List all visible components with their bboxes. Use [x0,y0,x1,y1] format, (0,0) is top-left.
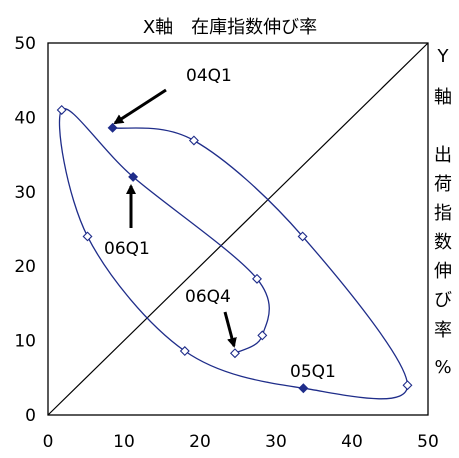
y-axis-label-char: % [434,357,451,378]
y-axis-label-char: 出 [434,145,452,166]
x-tick-labels: 0 10 20 30 40 50 [43,432,439,452]
x-tick-label: 40 [341,432,363,452]
series-line [58,108,409,400]
x-tick-label: 50 [417,432,439,452]
plot-border [47,42,429,416]
data-point-filled [107,122,118,133]
y-axis-label-char: 率 [434,320,452,341]
annotation-label: 05Q1 [290,362,336,382]
annotation-label: 06Q1 [104,239,150,259]
chart-title: X軸 在庫指数伸び率 [143,17,317,38]
data-point [179,346,190,356]
annotation-layer: 04Q1 06Q1 06Q4 05Q1 [104,66,336,382]
y-axis-label-char: 指 [434,203,452,224]
annotation-label: 06Q4 [185,287,231,307]
y-tick-label: 30 [14,183,36,203]
y-tick-label: 40 [14,108,36,128]
data-point [252,273,262,284]
diagonal-line [47,42,429,416]
y-tick-label: 10 [14,332,36,352]
plot-area [47,42,429,416]
annotation-arrow [113,88,167,125]
x-tick-label: 10 [113,432,135,452]
y-axis-label-char: Y [437,46,450,67]
x-tick-label: 20 [189,432,211,452]
x-tick-label: 0 [43,432,54,452]
y-tick-label: 0 [25,406,36,426]
y-axis-label-char: 伸 [434,261,452,282]
diagonal-layer [47,42,429,416]
y-tick-labels: 0 10 20 30 40 50 [14,34,36,426]
y-axis-label-char: び [434,290,452,311]
series-layer [56,104,413,400]
data-point [257,330,268,341]
data-point [297,231,308,242]
y-tick-label: 20 [14,257,36,277]
data-point [402,380,413,391]
data-point [229,348,240,359]
x-tick-label: 30 [265,432,287,452]
y-tick-label: 50 [14,34,36,54]
data-point [56,104,67,115]
y-axis-label-char: 荷 [434,174,452,195]
data-point-filled [128,171,139,182]
data-point [82,231,93,242]
annotation-arrow [223,311,237,348]
y-axis-label-char: 軸 [434,87,452,108]
data-point [188,135,199,146]
data-point-filled [298,383,309,394]
annotation-label: 04Q1 [186,66,232,86]
y-axis-label-char: 数 [434,232,452,253]
